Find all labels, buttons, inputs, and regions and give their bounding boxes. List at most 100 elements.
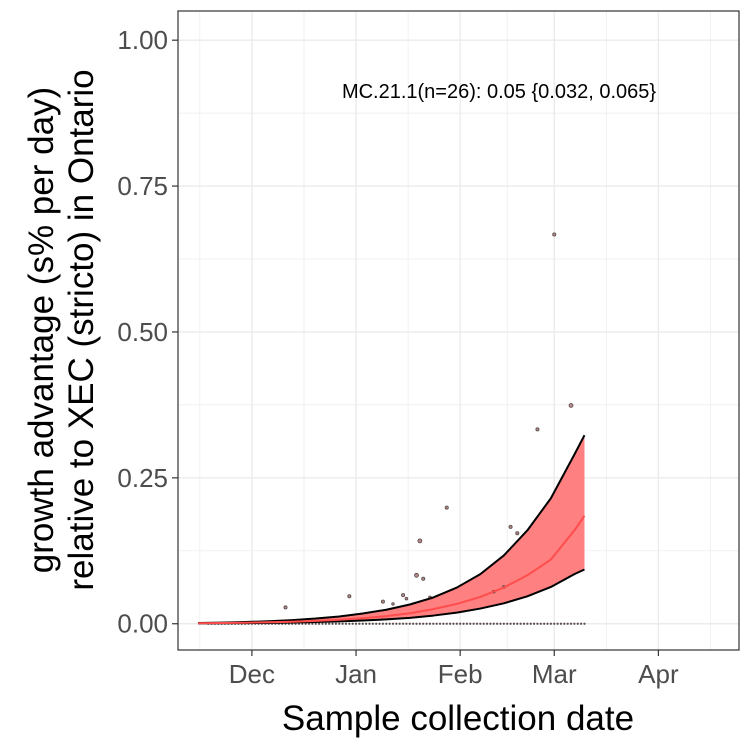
data-point: [401, 593, 406, 598]
zero-data-point: [405, 622, 408, 625]
zero-data-point: [314, 622, 317, 625]
zero-data-point: [509, 622, 512, 625]
data-point: [444, 505, 449, 510]
zero-data-point: [536, 622, 539, 625]
data-point: [414, 572, 419, 578]
panel-background: [178, 11, 739, 650]
zero-data-point: [438, 622, 442, 625]
zero-data-point: [526, 622, 529, 625]
y-axis-title-line-1: growth advantage (s% per day): [22, 87, 61, 573]
zero-data-point: [378, 622, 381, 625]
zero-data-point: [432, 622, 435, 625]
zero-data-point: [459, 622, 462, 625]
zero-data-point: [482, 622, 485, 625]
grid: [178, 11, 739, 650]
zero-data-point: [311, 622, 314, 625]
zero-data-point: [522, 622, 526, 625]
zero-data-point: [418, 622, 421, 625]
zero-data-point: [469, 622, 472, 625]
x-tick-label: Jan: [335, 659, 377, 689]
zero-data-point: [435, 622, 438, 625]
data-point: [508, 524, 513, 529]
fit-line: [198, 515, 586, 625]
zero-data-point: [385, 622, 388, 625]
data-point: [568, 403, 574, 408]
x-tick-label: Mar: [532, 659, 577, 689]
zero-data-point: [338, 622, 341, 625]
zero-data-point: [375, 622, 378, 625]
zero-data-point: [412, 622, 415, 625]
zero-data-point: [549, 622, 552, 625]
zero-data-point: [563, 622, 566, 625]
data-point: [391, 602, 395, 606]
zero-data-point: [519, 622, 522, 625]
panel-border: [177, 10, 740, 651]
y-tick-labels: 0.00 0.25 0.50 0.75 1.00: [117, 25, 168, 639]
zero-data-point: [475, 622, 479, 625]
ribbon-layer: [198, 435, 585, 624]
data-point: [347, 594, 352, 599]
zero-data-point: [317, 622, 321, 625]
zero-data-point: [553, 622, 556, 625]
zero-data-point: [358, 622, 361, 625]
x-tick-label: Apr: [638, 659, 679, 689]
data-point: [380, 599, 385, 604]
zero-data-point: [334, 622, 337, 625]
zero-data-point: [398, 622, 401, 625]
y-tick-label: 0.00: [117, 609, 168, 639]
data-point: [421, 576, 426, 581]
zero-data-point: [489, 622, 492, 625]
fit-annotation: MC.21.1(n=26): 0.05 {0.032, 0.065}: [342, 81, 656, 103]
y-axis-title-line-2: relative to XEC (stricto) in Ontario: [62, 69, 101, 590]
data-point: [552, 232, 557, 237]
zero-data-point: [455, 622, 458, 625]
zero-data-point: [546, 622, 549, 625]
zero-data-point: [388, 622, 391, 625]
zero-data-point: [566, 622, 569, 625]
zero-data-point: [425, 622, 428, 625]
zero-data-point: [496, 622, 499, 625]
zero-data-point: [395, 622, 398, 625]
zero-data-point: [576, 622, 579, 625]
zero-data-point: [331, 622, 334, 625]
zero-data-point: [465, 622, 468, 625]
zero-data-point: [344, 622, 348, 625]
zero-data-point: [415, 622, 418, 625]
axis-ticks: [172, 39, 659, 656]
zero-data-point: [516, 622, 519, 625]
zero-data-point: [499, 622, 502, 625]
x-tick-labels: Dec Jan Feb Mar Apr: [229, 659, 679, 689]
zero-data-point: [539, 622, 542, 625]
zero-data-point: [529, 622, 532, 625]
zero-data-point: [408, 622, 411, 625]
zero-data-point: [422, 622, 425, 625]
zero-data-point: [381, 622, 385, 625]
zero-data-point: [449, 622, 452, 625]
y-tick-label: 1.00: [117, 25, 168, 55]
data-point: [404, 596, 409, 601]
lines-layer: [198, 434, 586, 625]
zero-data-point: [506, 622, 509, 625]
zero-data-point: [452, 622, 455, 625]
zero-data-point: [472, 622, 475, 625]
zero-data-point: [391, 622, 395, 625]
x-tick-label: Feb: [438, 659, 483, 689]
zero-data-point: [462, 622, 465, 625]
zero-data-point: [532, 622, 536, 625]
zero-data-point: [354, 622, 358, 625]
zero-data-point: [368, 622, 371, 625]
zero-data-point: [583, 622, 586, 625]
zero-data-point: [401, 622, 405, 625]
zero-data-point: [321, 622, 324, 625]
zero-data-point: [543, 622, 546, 625]
zero-data-point: [556, 622, 559, 625]
x-tick-label: Dec: [229, 659, 275, 689]
y-tick-label: 0.50: [117, 317, 168, 347]
zero-data-point: [479, 622, 482, 625]
zero-data-point: [348, 622, 351, 625]
confidence-ribbon: [198, 435, 585, 624]
data-point: [283, 605, 288, 610]
zero-data-point: [324, 622, 327, 625]
zero-data-point: [512, 622, 516, 625]
